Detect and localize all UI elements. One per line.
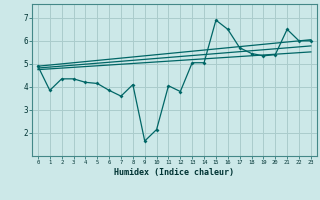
X-axis label: Humidex (Indice chaleur): Humidex (Indice chaleur): [115, 168, 234, 177]
